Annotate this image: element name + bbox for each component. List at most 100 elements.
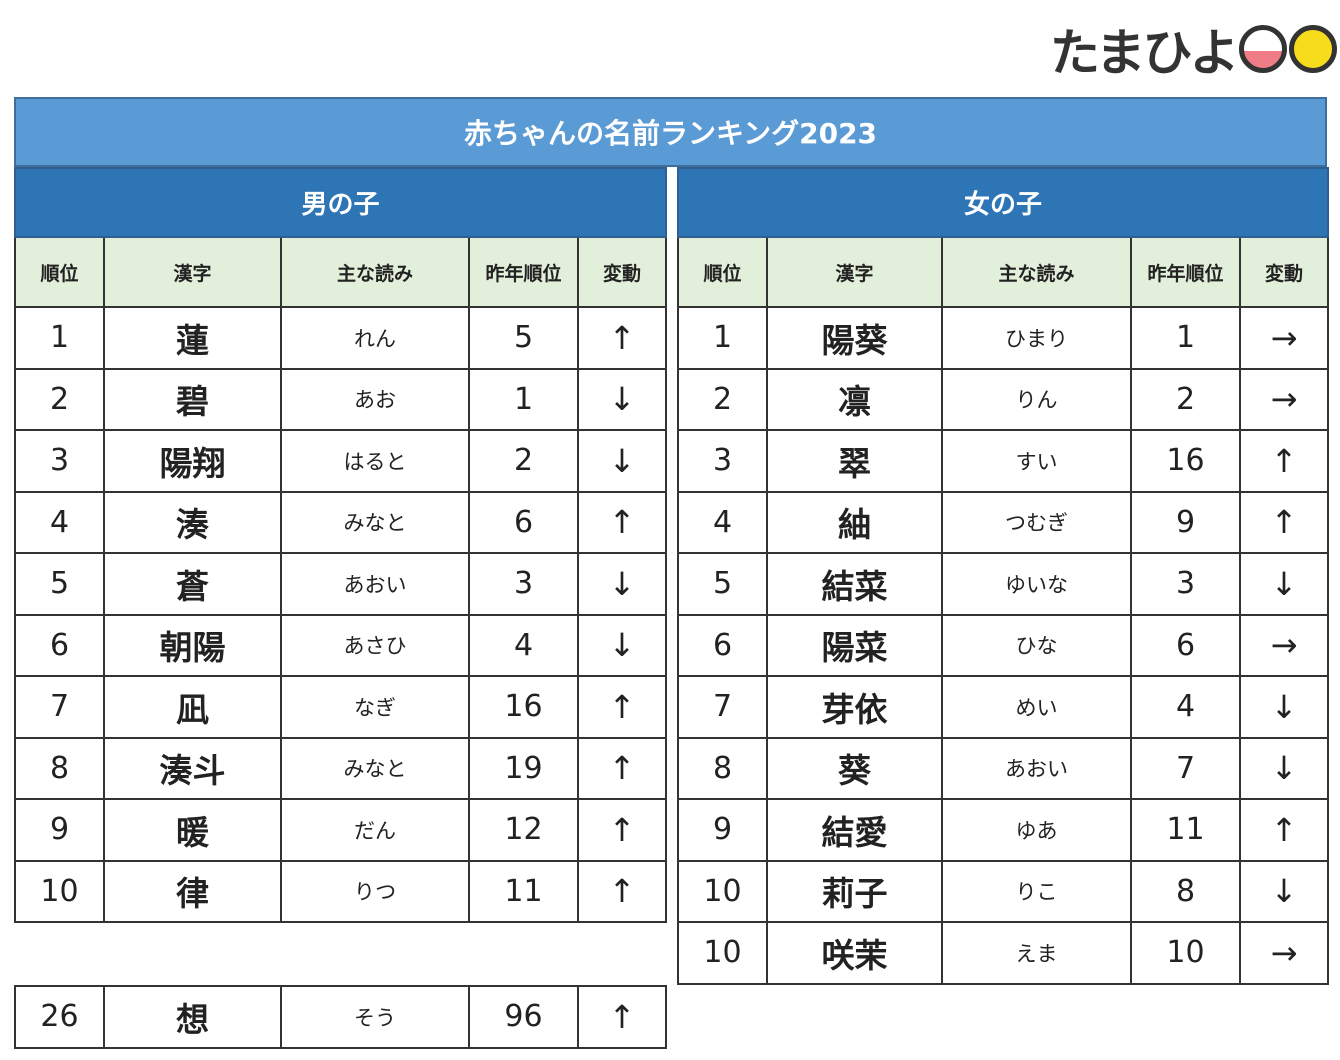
- table-row: 7 凪なぎ 16 ↑: [14, 675, 668, 739]
- reading-cell: あお: [280, 367, 470, 431]
- change-cell: →: [1238, 367, 1330, 431]
- tamahiyo-logo: たまひよ: [1050, 18, 1337, 82]
- rank-cell: 5: [14, 552, 105, 616]
- rank-cell: 6: [677, 613, 768, 677]
- last-year-rank-cell: 4: [468, 613, 579, 677]
- change-cell: ↑: [576, 306, 668, 370]
- rank-cell: 1: [677, 306, 768, 370]
- change-cell: ↓: [576, 613, 668, 677]
- table-row: 5 結菜 ゆいな 3 ↓: [677, 552, 1330, 616]
- kanji-cell: 芽依: [766, 675, 943, 739]
- last-year-rank-cell: 11: [468, 859, 579, 923]
- table-row: 10 律りつ 11 ↑: [14, 859, 668, 923]
- kanji-cell: 陽菜: [766, 613, 943, 677]
- table-row: 2 碧あお 1 ↓: [14, 367, 668, 431]
- column-header: 昨年順位: [1130, 236, 1241, 308]
- table-row: 6 朝陽 あさひ 4 ↓: [14, 613, 668, 677]
- reading-cell: そう: [280, 985, 470, 1049]
- table-row: 3 翠すい 16 ↑: [677, 429, 1330, 493]
- kanji-cell: 葵: [766, 736, 943, 800]
- change-cell: ↑: [576, 490, 668, 554]
- kanji-cell: 律: [103, 859, 282, 923]
- kanji-cell: 湊: [103, 490, 282, 554]
- table-row: 8 葵あおい 7 ↓: [677, 736, 1330, 800]
- rank-cell: 3: [14, 429, 105, 493]
- column-header: 変動: [1238, 236, 1330, 308]
- column-header: 漢字: [103, 236, 282, 308]
- rank-cell: 2: [14, 367, 105, 431]
- reading-cell: みなと: [280, 736, 470, 800]
- last-year-rank-cell: 10: [1130, 921, 1241, 985]
- last-year-rank-cell: 3: [468, 552, 579, 616]
- change-cell: ↓: [1238, 552, 1330, 616]
- change-cell: ↓: [576, 552, 668, 616]
- change-cell: ↓: [1238, 675, 1330, 739]
- last-year-rank-cell: 9: [1130, 490, 1241, 554]
- table-row: 9 暖だん 12 ↑: [14, 798, 668, 862]
- rank-cell: 10: [677, 859, 768, 923]
- kanji-cell: 結愛: [766, 798, 943, 862]
- last-year-rank-cell: 7: [1130, 736, 1241, 800]
- column-header: 主な読み: [941, 236, 1132, 308]
- kanji-cell: 暖: [103, 798, 282, 862]
- kanji-cell: 莉子: [766, 859, 943, 923]
- rank-cell: 10: [677, 921, 768, 985]
- reading-cell: だん: [280, 798, 470, 862]
- reading-cell: はると: [280, 429, 470, 493]
- rank-cell: 8: [14, 736, 105, 800]
- kanji-cell: 結菜: [766, 552, 943, 616]
- rank-cell: 6: [14, 613, 105, 677]
- table-row: 1 蓮れん 5 ↑: [14, 306, 668, 370]
- ranking-title: 赤ちゃんの名前ランキング2023: [14, 97, 1327, 167]
- change-cell: ↑: [1238, 429, 1330, 493]
- rank-cell: 8: [677, 736, 768, 800]
- column-header: 昨年順位: [468, 236, 579, 308]
- kanji-cell: 陽翔: [103, 429, 282, 493]
- last-year-rank-cell: 1: [468, 367, 579, 431]
- girls-heading: 女の子: [676, 167, 1330, 238]
- change-cell: ↓: [576, 429, 668, 493]
- table-row: 2 凛りん 2 →: [677, 367, 1330, 431]
- last-year-rank-cell: 5: [468, 306, 579, 370]
- reading-cell: あさひ: [280, 613, 470, 677]
- reading-cell: ひな: [941, 613, 1132, 677]
- rank-cell: 1: [14, 306, 105, 370]
- last-year-rank-cell: 8: [1130, 859, 1241, 923]
- reading-cell: りん: [941, 367, 1132, 431]
- rank-cell: 4: [677, 490, 768, 554]
- table-row: 10 咲茉 えま 10 →: [677, 921, 1330, 985]
- kanji-cell: 凛: [766, 367, 943, 431]
- reading-cell: ゆいな: [941, 552, 1132, 616]
- last-year-rank-cell: 6: [1130, 613, 1241, 677]
- last-year-rank-cell: 3: [1130, 552, 1241, 616]
- kanji-cell: 朝陽: [103, 613, 282, 677]
- kanji-cell: 翠: [766, 429, 943, 493]
- kanji-cell: 想: [103, 985, 282, 1049]
- change-cell: →: [1238, 921, 1330, 985]
- rank-cell: 4: [14, 490, 105, 554]
- table-row: 4 紬つむぎ 9 ↑: [677, 490, 1330, 554]
- reading-cell: なぎ: [280, 675, 470, 739]
- table-row: 8 湊斗 みなと 19 ↑: [14, 736, 668, 800]
- boys-heading: 男の子: [13, 167, 668, 238]
- reading-cell: りつ: [280, 859, 470, 923]
- change-cell: ↑: [1238, 490, 1330, 554]
- rank-cell: 2: [677, 367, 768, 431]
- girls-table: 女の子 順位 漢字 主な読み 昨年順位 変動 1 陽葵 ひまり 1 → 2 凛りん 2 → 3 翠すい 16 ↑ 4…: [676, 167, 1330, 985]
- rank-cell: 5: [677, 552, 768, 616]
- reading-cell: ゆあ: [941, 798, 1132, 862]
- rank-cell: 9: [677, 798, 768, 862]
- change-cell: ↑: [576, 798, 668, 862]
- table-row: 7 芽依 めい 4 ↓: [677, 675, 1330, 739]
- column-header: 主な読み: [280, 236, 470, 308]
- table-row: 6 陽菜 ひな 6 →: [677, 613, 1330, 677]
- rank-cell: 7: [14, 675, 105, 739]
- rank-cell: 9: [14, 798, 105, 862]
- kanji-cell: 蓮: [103, 306, 282, 370]
- boys-extra-table: 26 想そう 96 ↑: [14, 985, 667, 1049]
- last-year-rank-cell: 96: [468, 985, 579, 1049]
- change-cell: ↑: [576, 736, 668, 800]
- kanji-cell: 凪: [103, 675, 282, 739]
- reading-cell: あおい: [941, 736, 1132, 800]
- column-header: 順位: [14, 236, 105, 308]
